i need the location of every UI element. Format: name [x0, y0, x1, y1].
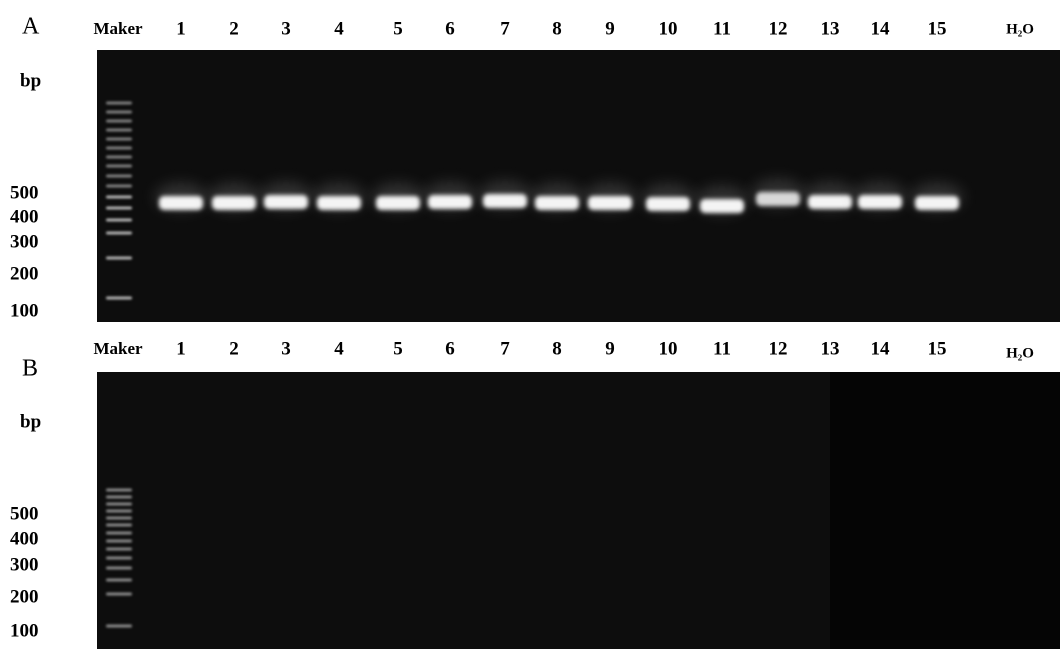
ladder-band [106, 175, 132, 178]
lane-label: 1 [176, 18, 186, 39]
pcr-band [858, 195, 902, 209]
lane-label: 7 [500, 338, 510, 359]
ladder-band [106, 548, 132, 551]
lane-label: 11 [713, 338, 731, 359]
lane-label: 7 [500, 18, 510, 39]
pcr-band [428, 195, 472, 209]
ladder-band [106, 257, 132, 260]
lane-label: 8 [552, 18, 562, 39]
lane-label: 9 [605, 18, 615, 39]
marker-lane-label: Maker [93, 339, 143, 358]
lane-label: 10 [659, 18, 678, 39]
size-label: 100 [10, 300, 39, 321]
size-label: 400 [10, 528, 39, 549]
ladder-band [106, 102, 132, 105]
lane-label: 2 [229, 18, 239, 39]
ladder-band [106, 138, 132, 141]
pcr-band [317, 196, 361, 210]
ladder-band [106, 567, 132, 570]
ladder-band [106, 185, 132, 188]
ladder-band [106, 156, 132, 159]
unit-label: bp [20, 70, 41, 91]
pcr-band [264, 195, 308, 209]
lane-label: 14 [871, 338, 891, 359]
panel-label: A [22, 14, 40, 40]
lane-label: 10 [659, 338, 678, 359]
lane-label: 1 [176, 338, 186, 359]
size-label: 200 [10, 263, 39, 284]
lane-label: 14 [871, 18, 891, 39]
pcr-band [646, 197, 690, 211]
lane-label: 11 [713, 18, 731, 39]
pcr-band [535, 196, 579, 210]
ladder-band [106, 524, 132, 527]
lane-label: 4 [334, 338, 344, 359]
size-label: 500 [10, 503, 39, 524]
ladder-band [106, 503, 132, 506]
panel-label: B [22, 356, 38, 382]
ladder-band [106, 557, 132, 560]
gel-shade [830, 372, 1060, 649]
lane-label: 15 [928, 338, 947, 359]
lane-label: 15 [928, 18, 947, 39]
ladder-band [106, 496, 132, 499]
pcr-band [212, 196, 256, 210]
ladder-band [106, 196, 132, 199]
lane-label: 12 [769, 338, 788, 359]
gel-figure: Abp500400300200100Maker12345678910111213… [0, 0, 1060, 649]
ladder-band [106, 489, 132, 492]
ladder-band [106, 593, 132, 596]
pcr-band [915, 196, 959, 210]
pcr-band [159, 196, 203, 210]
size-label: 300 [10, 554, 39, 575]
size-label: 100 [10, 620, 39, 641]
pcr-band [376, 196, 420, 210]
ladder-band [106, 540, 132, 543]
lane-label: 13 [821, 338, 840, 359]
marker-lane-label: Maker [93, 19, 143, 38]
lane-label: H₂O [1006, 21, 1034, 37]
size-label: 400 [10, 206, 39, 227]
ladder-band [106, 147, 132, 150]
ladder-band [106, 129, 132, 132]
ladder-band [106, 517, 132, 520]
lane-label: 3 [281, 338, 291, 359]
size-label: 200 [10, 586, 39, 607]
lane-label: 2 [229, 338, 239, 359]
lane-label: 12 [769, 18, 788, 39]
size-label: 300 [10, 231, 39, 252]
unit-label: bp [20, 411, 41, 432]
ladder-band [106, 510, 132, 513]
pcr-band [483, 194, 527, 208]
lane-label: 5 [393, 338, 403, 359]
ladder-band [106, 207, 132, 210]
ladder-band [106, 165, 132, 168]
ladder-band [106, 219, 132, 222]
lane-label: 6 [445, 18, 455, 39]
ladder-band [106, 625, 132, 628]
ladder-band [106, 120, 132, 123]
ladder-band [106, 532, 132, 535]
lane-label: 8 [552, 338, 562, 359]
lane-label: 9 [605, 338, 615, 359]
pcr-band [588, 196, 632, 210]
lane-label: 6 [445, 338, 455, 359]
ladder-band [106, 232, 132, 235]
pcr-band [756, 192, 800, 206]
size-label: 500 [10, 182, 39, 203]
lane-label: 3 [281, 18, 291, 39]
pcr-band [700, 199, 744, 213]
lane-label: H₂O [1006, 345, 1034, 361]
lane-label: 13 [821, 18, 840, 39]
ladder-band [106, 111, 132, 114]
pcr-band [808, 195, 852, 209]
ladder-band [106, 579, 132, 582]
lane-label: 4 [334, 18, 344, 39]
lane-label: 5 [393, 18, 403, 39]
ladder-band [106, 297, 132, 300]
